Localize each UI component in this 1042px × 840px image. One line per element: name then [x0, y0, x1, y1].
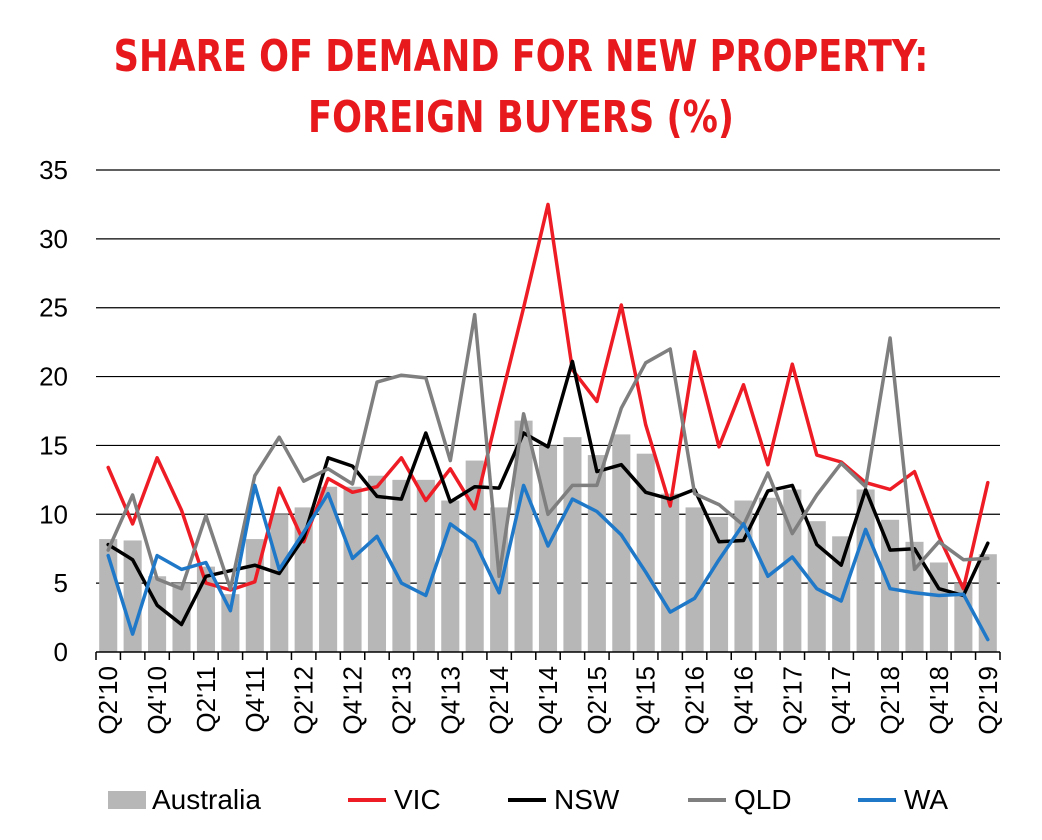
bar-australia [612, 434, 631, 652]
line-wa [106, 483, 990, 642]
x-tick-label: Q2'12 [289, 666, 319, 735]
x-tick-label: Q4'16 [729, 666, 759, 735]
bar-australia [172, 583, 191, 652]
y-tick-label: 35 [39, 155, 68, 185]
x-tick-label: Q2'17 [777, 666, 807, 735]
legend-swatch-australia [108, 791, 146, 809]
x-tick-label: Q4'15 [631, 666, 661, 735]
bar-australia [783, 489, 802, 652]
y-tick-label: 25 [39, 293, 68, 323]
legend-label-australia: Australia [152, 784, 261, 815]
legend-swatch-vic [348, 798, 386, 802]
bar-australia [416, 479, 435, 652]
x-tick-label: Q2'18 [875, 666, 905, 735]
legend-label-wa: WA [904, 784, 949, 815]
legend-swatch-qld [688, 798, 726, 802]
x-tick-label: Q4'11 [240, 666, 270, 733]
bar-australia [514, 420, 533, 652]
bar-australia [832, 536, 851, 652]
line-qld [106, 312, 990, 591]
legend-item-australia: Australia [108, 780, 261, 820]
x-tick-label: Q2'14 [484, 666, 514, 735]
y-tick-label: 10 [39, 499, 68, 529]
x-tick-label: Q2'13 [386, 666, 416, 735]
x-tick-label: Q2'15 [582, 666, 612, 735]
x-tick-label: Q4'10 [142, 666, 172, 735]
bar-australia [392, 479, 411, 652]
chart-title-line-1: SHARE OF DEMAND FOR NEW PROPERTY: [113, 31, 929, 82]
bar-australia [905, 541, 924, 652]
y-tick-label: 20 [39, 362, 68, 392]
bar-australia [319, 486, 338, 652]
bar-australia [709, 517, 729, 652]
legend-item-nsw: NSW [508, 780, 619, 820]
bar-australia [270, 514, 289, 652]
x-tick-label: Q2'11 [191, 666, 221, 733]
bar-australia [587, 455, 606, 652]
x-tick-label: Q4'17 [826, 666, 856, 735]
legend: Australia VIC NSW QLD WA [0, 780, 1042, 820]
bar-australia [685, 507, 704, 652]
x-tick-label: Q4'18 [924, 666, 954, 735]
y-tick-label: 15 [39, 430, 68, 460]
bar-australia [563, 437, 582, 652]
line-nsw [106, 359, 990, 627]
bar-australia [367, 475, 387, 652]
legend-swatch-nsw [508, 798, 546, 802]
legend-label-vic: VIC [394, 784, 441, 815]
bar-australia [148, 576, 167, 652]
bar-australia [661, 493, 680, 652]
x-tick-label: Q4'13 [435, 666, 465, 735]
legend-label-qld: QLD [734, 784, 792, 815]
bar-australia [538, 445, 558, 652]
y-tick-label: 0 [54, 637, 68, 667]
legend-label-nsw: NSW [554, 784, 620, 815]
bar-australia [856, 489, 875, 652]
x-tick-label: Q2'16 [680, 666, 710, 735]
legend-swatch-wa [858, 798, 896, 802]
x-tick-label: Q2'10 [93, 666, 123, 735]
legend-item-vic: VIC [348, 780, 441, 820]
y-tick-label: 5 [54, 568, 68, 598]
y-tick-label: 30 [39, 224, 68, 254]
x-tick-label: Q4'12 [338, 666, 368, 735]
bar-australia [465, 460, 484, 652]
bar-australia [929, 562, 948, 652]
x-tick-label: Q2'19 [973, 666, 1003, 735]
bar-australia [636, 453, 655, 652]
legend-item-wa: WA [858, 780, 948, 820]
chart-title-line-2: FOREIGN BUYERS (%) [308, 92, 734, 143]
x-tick-label: Q4'14 [533, 666, 563, 735]
bar-australia [734, 500, 753, 652]
bar-australia [343, 486, 362, 652]
bar-australia [221, 594, 240, 652]
legend-item-qld: QLD [688, 780, 792, 820]
